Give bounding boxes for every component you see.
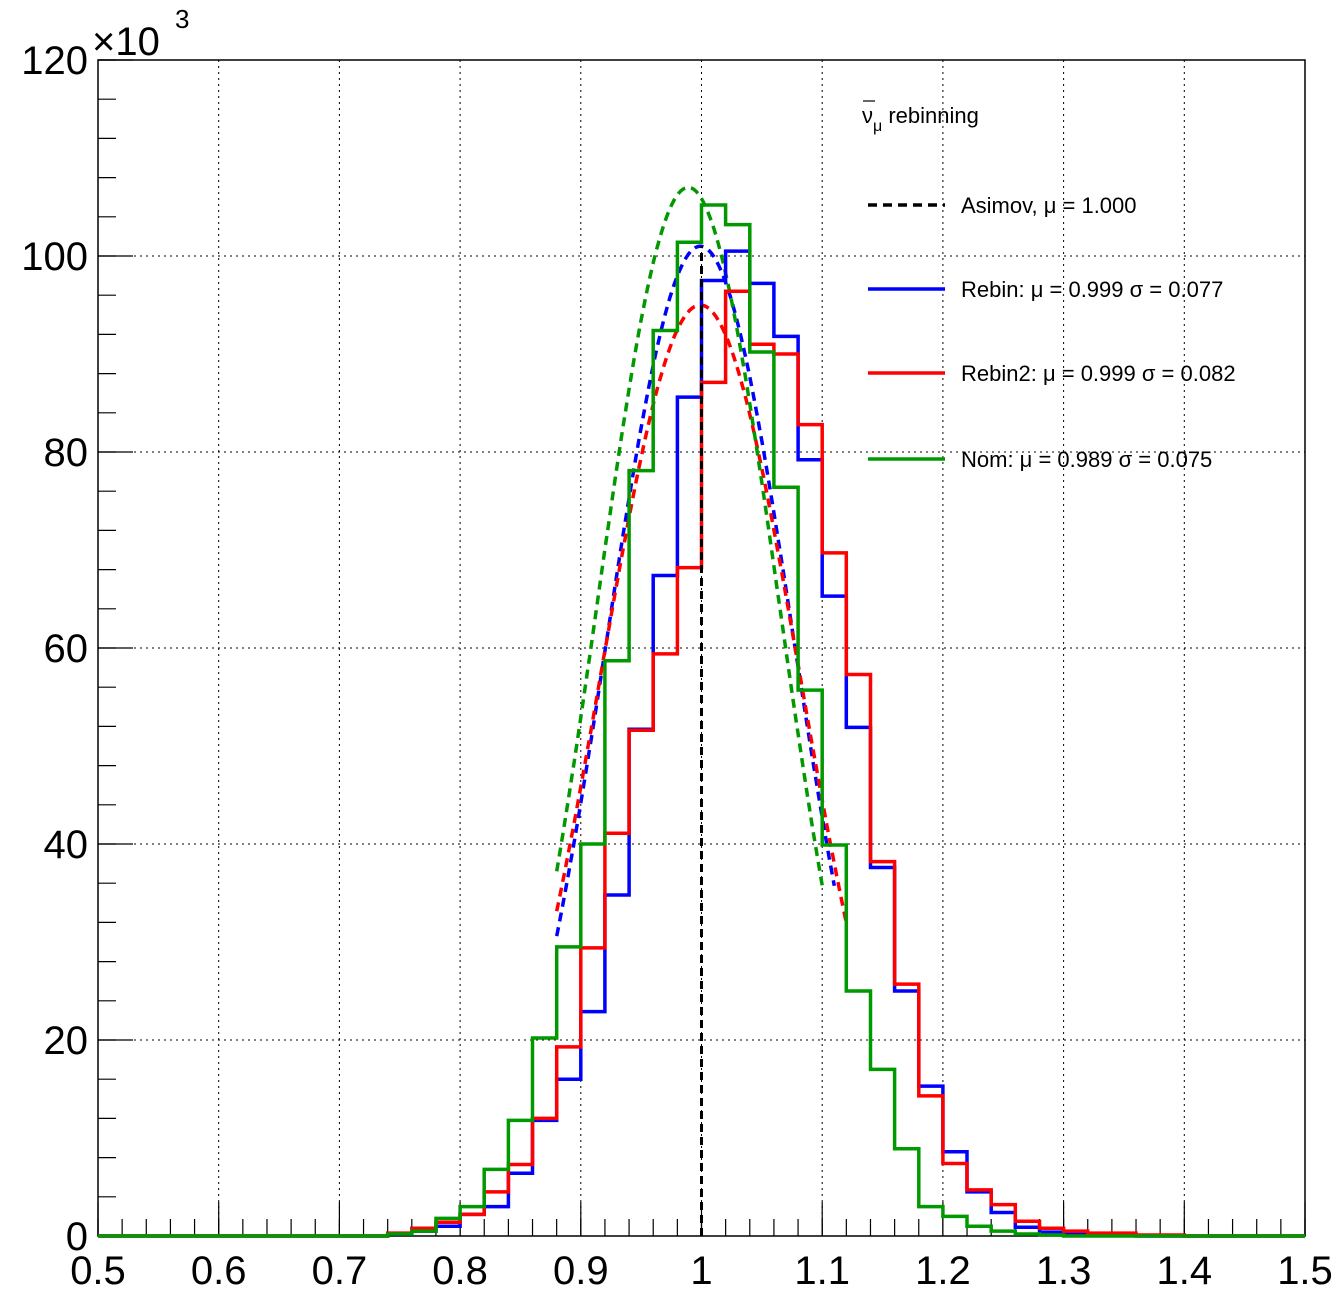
y-tick-label: 40 — [44, 823, 89, 867]
x-tick-label: 1 — [690, 1249, 712, 1293]
histogram-nom — [98, 203, 1305, 1238]
x-tick-label: 1.3 — [1036, 1249, 1092, 1293]
legend-header-text: rebinning — [882, 103, 979, 128]
x-tick-label: 0.9 — [553, 1249, 609, 1293]
x-tick-label: 1.4 — [1156, 1249, 1212, 1293]
x-tick-label: 0.8 — [432, 1249, 488, 1293]
x-tick-label: 1.1 — [794, 1249, 850, 1293]
y-tick-label: 80 — [44, 431, 89, 475]
x-tick-label: 1.2 — [915, 1249, 971, 1293]
legend-entry-label: Rebin2: μ = 0.999 σ = 0.082 — [961, 361, 1236, 386]
x-tick-label: 1.5 — [1277, 1249, 1333, 1293]
legend-entry-label: Asimov, μ = 1.000 — [961, 193, 1137, 218]
histograms — [98, 203, 1305, 1238]
x-tick-label: 0.6 — [191, 1249, 247, 1293]
legend-entry-label: Nom: μ = 0.989 σ = 0.075 — [961, 447, 1212, 472]
legend-entry-label: Rebin: μ = 0.999 σ = 0.077 — [961, 277, 1223, 302]
y-multiplier-exponent: 3 — [175, 4, 189, 34]
y-tick-label: 0 — [66, 1215, 88, 1259]
x-tick-label: 0.7 — [312, 1249, 368, 1293]
y-multiplier: ×10 3 — [92, 4, 189, 64]
legend-header: νμ rebinning — [862, 103, 979, 135]
y-tick-label: 60 — [44, 627, 89, 671]
y-tick-label: 20 — [44, 1019, 89, 1063]
legend-header-nu: ν — [862, 103, 873, 128]
x-tick-label: 0.5 — [70, 1249, 126, 1293]
grid-lines — [98, 60, 1305, 1236]
legend: νμ rebinning Asimov, μ = 1.000 Rebin: μ =… — [862, 100, 1236, 472]
y-multiplier-base: ×10 — [92, 20, 160, 64]
legend-header-sub: μ — [873, 118, 882, 135]
y-tick-label: 120 — [21, 39, 88, 83]
y-tick-label: 100 — [21, 235, 88, 279]
